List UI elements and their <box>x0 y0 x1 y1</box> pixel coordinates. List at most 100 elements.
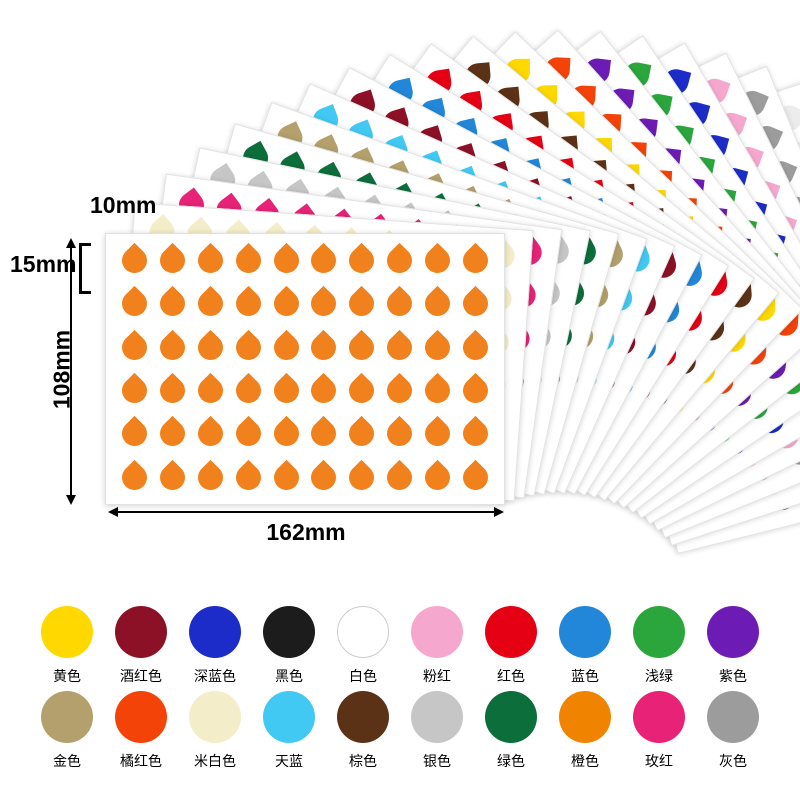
teardrop-sticker <box>457 416 493 452</box>
teardrop-sticker <box>155 242 191 279</box>
color-swatch-dot <box>633 606 685 658</box>
teardrop-sticker <box>306 286 342 322</box>
teardrop-sticker <box>155 329 191 365</box>
color-swatch-dot <box>189 606 241 658</box>
color-swatch-dot <box>115 606 167 658</box>
teardrop-sticker <box>268 329 304 365</box>
teardrop-sticker <box>155 459 191 495</box>
color-swatch: 紫色 <box>696 606 770 685</box>
teardrop-sticker <box>344 459 380 495</box>
color-swatch-dot <box>263 606 315 658</box>
teardrop-sticker <box>457 329 493 365</box>
drop-width-label: 10mm <box>90 192 157 218</box>
sheet-height-measure-arrow <box>66 238 76 505</box>
color-swatch-label: 浅绿 <box>645 668 673 684</box>
color-swatch-label: 蓝色 <box>571 668 599 684</box>
teardrop-sticker <box>381 416 418 452</box>
color-swatch-label: 橙色 <box>571 753 599 769</box>
color-swatch-label: 棕色 <box>349 753 377 769</box>
sheet-width-measure-arrow <box>108 507 504 517</box>
teardrop-sticker <box>117 372 153 409</box>
teardrop-sticker <box>230 459 266 495</box>
color-swatch-label: 银色 <box>423 753 451 769</box>
teardrop-sticker <box>268 372 304 409</box>
sheet-width-label: 162mm <box>266 519 346 545</box>
teardrop-sticker <box>306 329 342 365</box>
teardrop-sticker <box>117 242 153 279</box>
color-swatch-label: 深蓝色 <box>194 668 236 684</box>
teardrop-sticker <box>381 372 418 409</box>
teardrop-sticker <box>268 242 304 279</box>
teardrop-sticker <box>230 372 266 409</box>
color-swatch: 酒红色 <box>104 606 178 685</box>
color-swatch: 绿色 <box>474 691 548 770</box>
color-swatch-label: 白色 <box>349 668 377 684</box>
color-swatch-dot <box>559 691 611 743</box>
teardrop-sticker <box>344 242 380 279</box>
teardrop-sticker <box>268 459 304 495</box>
front-sticker-sheet <box>105 233 505 505</box>
color-swatch-label: 黄色 <box>53 668 81 684</box>
color-swatch-label: 天蓝 <box>275 753 303 769</box>
teardrop-sticker <box>230 242 266 279</box>
teardrop-sticker <box>381 286 418 322</box>
color-swatch-label: 米白色 <box>194 753 236 769</box>
color-swatch-dot <box>337 606 389 658</box>
color-swatch-dot <box>41 606 93 658</box>
color-swatch-dot <box>633 691 685 743</box>
teardrop-sticker <box>381 242 418 279</box>
teardrop-sticker <box>457 242 493 279</box>
teardrop-sticker <box>155 416 191 452</box>
color-swatch: 米白色 <box>178 691 252 770</box>
color-swatch-panel: 黄色 酒红色 深蓝色 黑色 白色 粉红 红色 蓝色 浅绿 紫色 金色 橘红色 米白色 天蓝 棕色 银色 绿色 橙… <box>0 606 800 776</box>
color-swatch-label: 绿色 <box>497 753 525 769</box>
color-swatch: 银色 <box>400 691 474 770</box>
color-swatch: 粉红 <box>400 606 474 685</box>
color-swatch-label: 紫色 <box>719 668 747 684</box>
color-swatch-dot <box>189 691 241 743</box>
color-swatch-label: 黑色 <box>275 668 303 684</box>
teardrop-sticker <box>192 242 229 279</box>
teardrop-sticker <box>457 459 493 495</box>
teardrop-sticker <box>419 459 455 495</box>
teardrop-sticker <box>268 416 304 452</box>
swatch-row-1: 黄色 酒红色 深蓝色 黑色 白色 粉红 红色 蓝色 浅绿 紫色 <box>0 606 800 685</box>
color-swatch-dot <box>115 691 167 743</box>
drop-height-bracket <box>79 243 91 294</box>
color-swatch: 黄色 <box>30 606 104 685</box>
teardrop-sticker <box>419 329 455 365</box>
color-swatch-dot <box>559 606 611 658</box>
color-swatch-label: 玫红 <box>645 753 673 769</box>
color-swatch: 深蓝色 <box>178 606 252 685</box>
color-swatch: 玫红 <box>622 691 696 770</box>
teardrop-sticker <box>457 286 493 322</box>
color-swatch-label: 灰色 <box>719 753 747 769</box>
teardrop-sticker <box>457 372 493 409</box>
color-swatch-dot <box>337 691 389 743</box>
teardrop-sticker <box>230 416 266 452</box>
teardrop-sticker <box>192 372 229 409</box>
teardrop-sticker <box>155 372 191 409</box>
color-swatch: 红色 <box>474 606 548 685</box>
color-swatch: 灰色 <box>696 691 770 770</box>
teardrop-sticker <box>306 242 342 279</box>
color-swatch-dot <box>41 691 93 743</box>
color-swatch-label: 金色 <box>53 753 81 769</box>
teardrop-sticker <box>192 459 229 495</box>
color-swatch-label: 橘红色 <box>120 753 162 769</box>
teardrop-sticker <box>192 329 229 365</box>
color-swatch-dot <box>485 691 537 743</box>
teardrop-sticker <box>306 372 342 409</box>
swatch-row-2: 金色 橘红色 米白色 天蓝 棕色 银色 绿色 橙色 玫红 灰色 <box>0 691 800 770</box>
teardrop-sticker <box>192 416 229 452</box>
teardrop-sticker <box>419 242 455 279</box>
teardrop-sticker <box>117 329 153 365</box>
color-swatch: 棕色 <box>326 691 400 770</box>
teardrop-sticker <box>117 286 153 322</box>
color-swatch-label: 酒红色 <box>120 668 162 684</box>
teardrop-sticker <box>419 416 455 452</box>
teardrop-sticker <box>419 286 455 322</box>
color-swatch-dot <box>707 691 759 743</box>
color-swatch: 蓝色 <box>548 606 622 685</box>
